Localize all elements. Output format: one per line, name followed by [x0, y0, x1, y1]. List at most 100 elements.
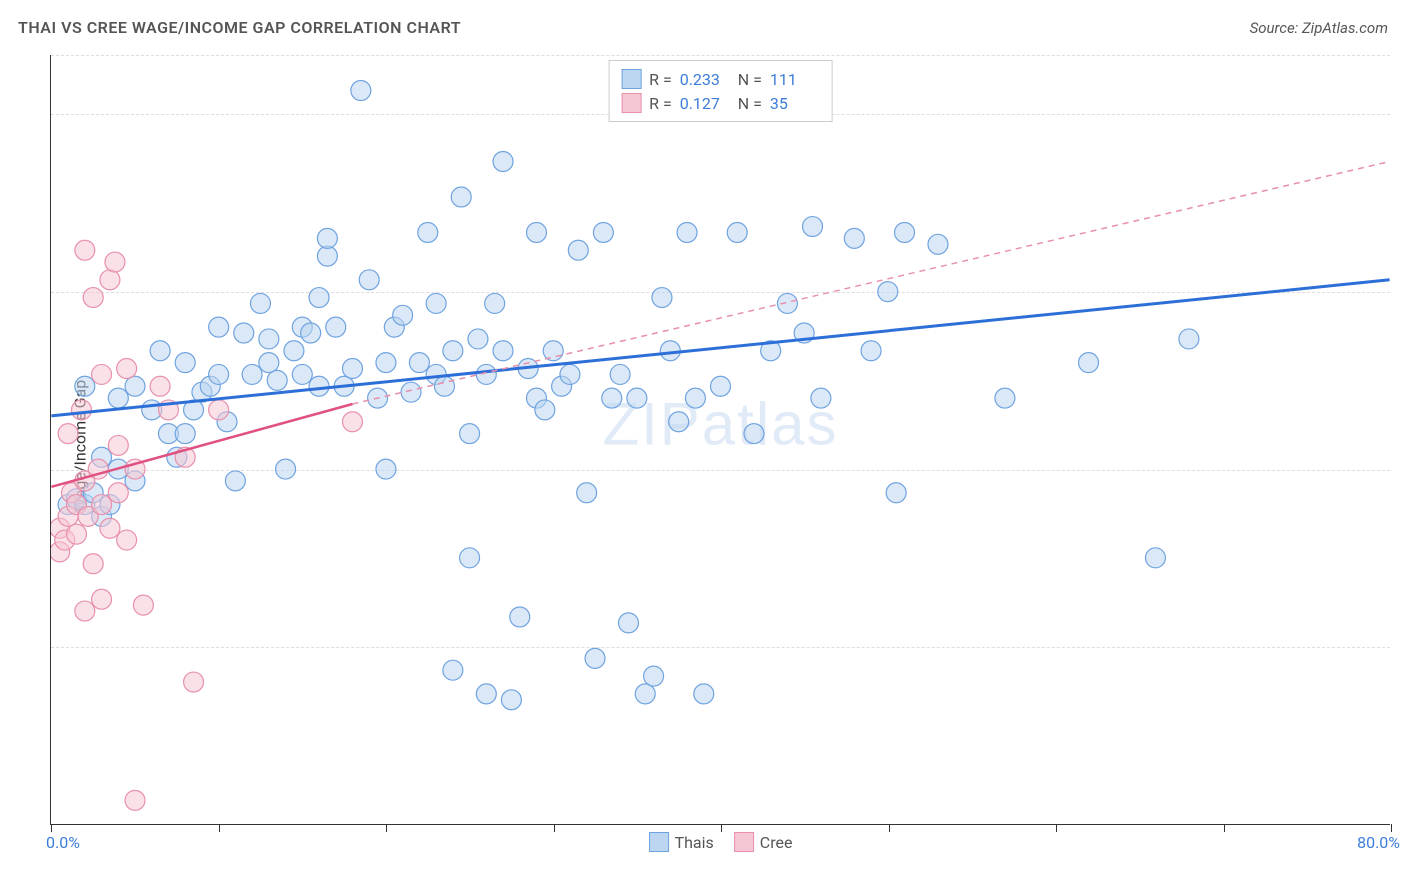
scatter-point-thais: [535, 400, 555, 420]
scatter-point-thais: [317, 246, 337, 266]
scatter-point-thais: [443, 660, 463, 680]
legend-row: R = 0.127 N = 35: [621, 91, 820, 115]
scatter-point-thais: [485, 293, 505, 313]
scatter-point-thais: [434, 376, 454, 396]
scatter-point-thais: [476, 364, 496, 384]
x-tick: [1224, 824, 1225, 832]
x-tick: [51, 824, 52, 832]
x-tick: [1391, 824, 1392, 832]
chart-title: THAI VS CREE WAGE/INCOME GAP CORRELATION…: [18, 18, 461, 37]
scatter-point-cree: [58, 424, 78, 444]
scatter-point-thais: [359, 270, 379, 290]
scatter-point-thais: [744, 424, 764, 444]
scatter-point-thais: [501, 690, 521, 710]
x-axis-start-label: 0.0%: [46, 833, 80, 852]
scatter-point-thais: [242, 364, 262, 384]
scatter-point-thais: [125, 376, 145, 396]
scatter-point-cree: [75, 601, 95, 621]
legend-r-value: 0.233: [680, 70, 730, 89]
legend-row: R = 0.233 N = 111: [621, 67, 820, 91]
scatter-point-thais: [326, 317, 346, 337]
scatter-point-cree: [342, 412, 362, 432]
scatter-point-thais: [401, 382, 421, 402]
scatter-point-thais: [619, 613, 639, 633]
legend-n-label: N =: [738, 70, 762, 89]
x-tick: [889, 824, 890, 832]
scatter-point-thais: [309, 288, 329, 308]
scatter-point-cree: [66, 524, 86, 544]
scatter-point-thais: [317, 228, 337, 248]
scatter-point-cree: [125, 790, 145, 810]
scatter-point-cree: [133, 595, 153, 615]
x-tick: [721, 824, 722, 832]
legend-r-label: R =: [649, 70, 672, 89]
scatter-point-thais: [259, 329, 279, 349]
scatter-point-thais: [644, 666, 664, 686]
scatter-point-cree: [105, 252, 125, 272]
scatter-point-cree: [108, 483, 128, 503]
scatter-point-thais: [351, 81, 371, 101]
scatter-point-thais: [468, 329, 488, 349]
series-legend-item: Thais: [649, 832, 714, 852]
scatter-point-thais: [209, 317, 229, 337]
scatter-point-thais: [175, 353, 195, 373]
scatter-point-thais: [276, 459, 296, 479]
scatter-point-thais: [460, 548, 480, 568]
scatter-point-thais: [209, 364, 229, 384]
scatter-svg: [51, 55, 1390, 824]
scatter-point-thais: [493, 151, 513, 171]
scatter-point-thais: [75, 376, 95, 396]
legend-r-label: R =: [649, 94, 672, 113]
legend-n-label: N =: [738, 94, 762, 113]
scatter-point-thais: [301, 323, 321, 343]
scatter-point-thais: [694, 684, 714, 704]
scatter-point-thais: [727, 222, 747, 242]
scatter-point-thais: [878, 282, 898, 302]
x-tick: [219, 824, 220, 832]
scatter-point-thais: [376, 353, 396, 373]
scatter-point-cree: [92, 589, 112, 609]
scatter-point-cree: [100, 270, 120, 290]
scatter-point-cree: [92, 495, 112, 515]
scatter-point-cree: [71, 400, 91, 420]
scatter-point-thais: [267, 370, 287, 390]
scatter-point-cree: [75, 240, 95, 260]
plot-area: ZIPatlas R = 0.233 N = 111 R = 0.127 N =…: [50, 55, 1390, 825]
scatter-point-thais: [250, 293, 270, 313]
series-legend-label: Thais: [675, 833, 714, 852]
scatter-point-thais: [1179, 329, 1199, 349]
scatter-point-thais: [627, 388, 647, 408]
legend-r-value: 0.127: [680, 94, 730, 113]
scatter-point-thais: [610, 364, 630, 384]
scatter-point-thais: [568, 240, 588, 260]
source-label: Source: ZipAtlas.com: [1250, 19, 1388, 37]
scatter-point-cree: [209, 400, 229, 420]
scatter-point-thais: [234, 323, 254, 343]
scatter-point-thais: [259, 353, 279, 373]
scatter-point-cree: [117, 530, 137, 550]
scatter-point-thais: [409, 353, 429, 373]
scatter-point-thais: [1145, 548, 1165, 568]
legend-swatch: [734, 832, 754, 852]
scatter-point-cree: [92, 364, 112, 384]
scatter-point-thais: [342, 359, 362, 379]
scatter-point-thais: [669, 412, 689, 432]
scatter-point-thais: [928, 234, 948, 254]
scatter-point-thais: [895, 222, 915, 242]
correlation-legend: R = 0.233 N = 111 R = 0.127 N = 35: [608, 60, 833, 122]
scatter-point-cree: [150, 376, 170, 396]
legend-swatch: [621, 93, 641, 113]
scatter-point-thais: [108, 388, 128, 408]
scatter-point-thais: [861, 341, 881, 361]
scatter-point-thais: [995, 388, 1015, 408]
scatter-point-cree: [117, 359, 137, 379]
series-legend-item: Cree: [734, 832, 793, 852]
scatter-point-cree: [184, 672, 204, 692]
scatter-point-thais: [284, 341, 304, 361]
scatter-point-thais: [635, 684, 655, 704]
scatter-point-thais: [844, 228, 864, 248]
scatter-point-thais: [527, 222, 547, 242]
scatter-point-thais: [510, 607, 530, 627]
legend-n-value: 35: [770, 94, 820, 113]
scatter-point-thais: [418, 222, 438, 242]
